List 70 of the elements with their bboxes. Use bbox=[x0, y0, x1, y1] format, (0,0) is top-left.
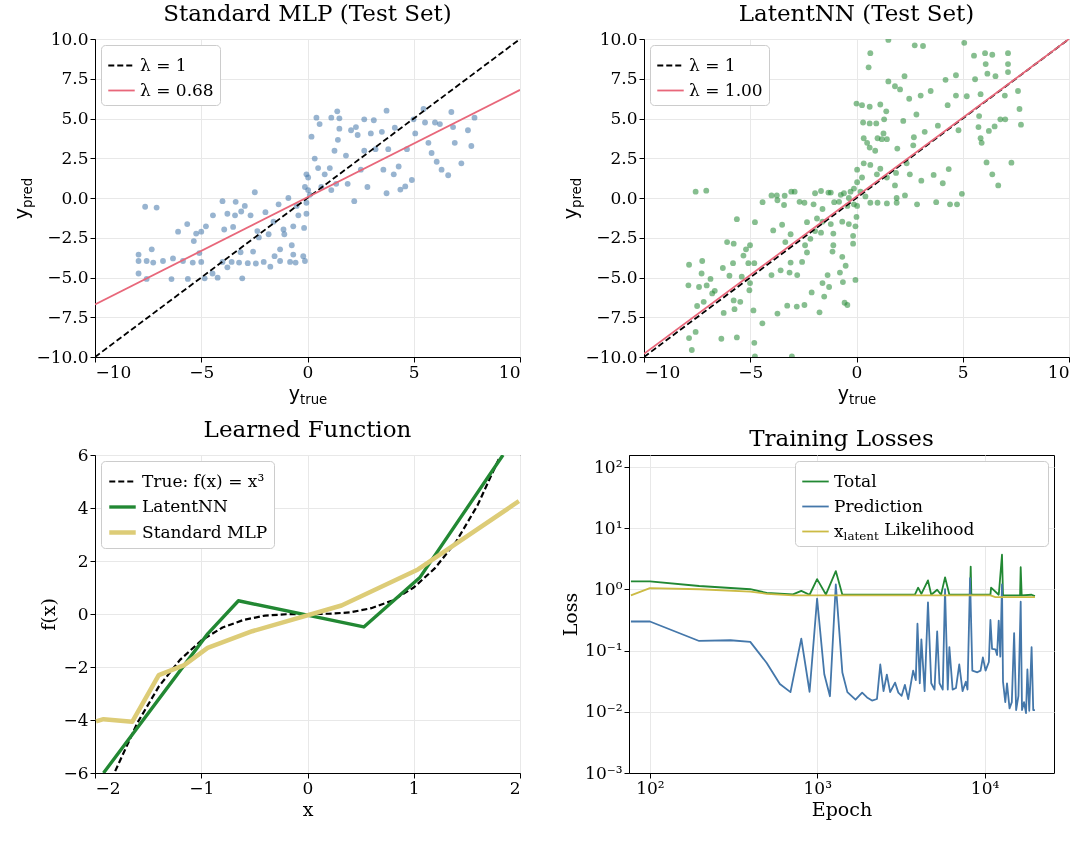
x-axis-title: y$_{true}$ bbox=[288, 381, 328, 407]
legend-label: True: f(x) = x³ bbox=[142, 470, 265, 491]
x-tick-label: 10 bbox=[1047, 361, 1070, 382]
x-tick-label: 0 bbox=[851, 361, 863, 382]
x-axis-title: x bbox=[302, 797, 314, 820]
y-tick-label: 0 bbox=[77, 603, 89, 624]
y-tick-label: 2 bbox=[77, 550, 89, 571]
y-tick-label: 2.5 bbox=[61, 147, 89, 168]
x-tick-label: 2 bbox=[509, 777, 521, 798]
y-tick-label: 10⁻² bbox=[585, 701, 623, 722]
y-tick-label: −6 bbox=[63, 762, 89, 783]
y-tick-label: 4 bbox=[77, 497, 89, 518]
line-series bbox=[95, 498, 520, 725]
legend-label: Prediction bbox=[834, 495, 923, 516]
x-axis-title: y$_{true}$ bbox=[837, 381, 877, 407]
x-tick-label: 1 bbox=[408, 777, 420, 798]
legend-label: Total bbox=[834, 470, 877, 491]
x-tick-label: 0 bbox=[302, 777, 314, 798]
y-tick-label: −5.0 bbox=[47, 267, 89, 287]
legend-label: λ = 1.00 bbox=[689, 79, 763, 100]
legend-label: x$_{latent}$ Likelihood bbox=[834, 518, 975, 544]
x-tick-label: 0 bbox=[302, 361, 314, 382]
y-tick-label: 10⁰ bbox=[594, 578, 623, 599]
y-axis-title: Loss bbox=[559, 592, 582, 637]
y-tick-label: 6 bbox=[77, 444, 89, 465]
y-tick-label: 10.0 bbox=[599, 28, 638, 49]
chart-title: LatentNN (Test Set) bbox=[738, 0, 975, 26]
y-tick-label: 7.5 bbox=[61, 68, 89, 89]
x-tick-label: −10 bbox=[644, 361, 681, 382]
x-tick-label: 10² bbox=[636, 777, 665, 798]
y-tick-label: 10² bbox=[594, 456, 623, 477]
chart-title: Standard MLP (Test Set) bbox=[163, 0, 452, 26]
y-tick-label: 7.5 bbox=[610, 68, 638, 89]
x-tick-label: 10³ bbox=[803, 777, 832, 798]
y-tick-label: 10¹ bbox=[594, 517, 623, 538]
y-tick-label: −7.5 bbox=[47, 306, 89, 327]
legend-label: Standard MLP bbox=[142, 521, 268, 542]
y-tick-label: 10⁻¹ bbox=[585, 640, 623, 661]
x-tick-label: −5 bbox=[738, 361, 764, 382]
y-tick-label: 0.0 bbox=[61, 187, 89, 208]
x-axis-title: Epoch bbox=[811, 797, 873, 820]
legend-label: λ = 1 bbox=[140, 54, 187, 75]
x-tick-label: 5 bbox=[408, 361, 420, 382]
y-tick-label: −4 bbox=[63, 709, 89, 730]
y-tick-label: 5.0 bbox=[61, 108, 89, 128]
y-axis-title: f(x) bbox=[37, 598, 60, 631]
y-tick-label: 5.0 bbox=[610, 108, 638, 128]
y-tick-label: −7.5 bbox=[596, 306, 638, 327]
x-tick-label: 10⁴ bbox=[970, 777, 1000, 798]
legend-label: LatentNN bbox=[142, 496, 228, 516]
x-tick-label: 5 bbox=[957, 361, 969, 382]
legend-label: λ = 1 bbox=[689, 54, 736, 75]
x-tick-label: −5 bbox=[189, 361, 215, 382]
x-tick-label: 10 bbox=[498, 361, 521, 382]
legend-label: λ = 0.68 bbox=[140, 79, 214, 100]
y-tick-label: −2.5 bbox=[596, 227, 638, 248]
y-tick-label: 0.0 bbox=[610, 187, 638, 208]
y-tick-label: 2.5 bbox=[610, 147, 638, 168]
y-tick-label: −10.0 bbox=[36, 346, 89, 367]
x-tick-label: −2 bbox=[95, 777, 121, 798]
y-tick-label: −2 bbox=[63, 656, 89, 677]
y-tick-label: −5.0 bbox=[596, 267, 638, 287]
y-tick-label: −10.0 bbox=[585, 346, 638, 367]
x-tick-label: −10 bbox=[95, 361, 132, 382]
y-tick-label: 10.0 bbox=[50, 28, 89, 49]
chart-title: Learned Function bbox=[203, 416, 412, 442]
y-tick-label: −2.5 bbox=[47, 227, 89, 248]
x-tick-label: −1 bbox=[189, 777, 215, 798]
chart-title: Training Losses bbox=[749, 425, 934, 451]
y-tick-label: 10⁻³ bbox=[585, 762, 623, 783]
